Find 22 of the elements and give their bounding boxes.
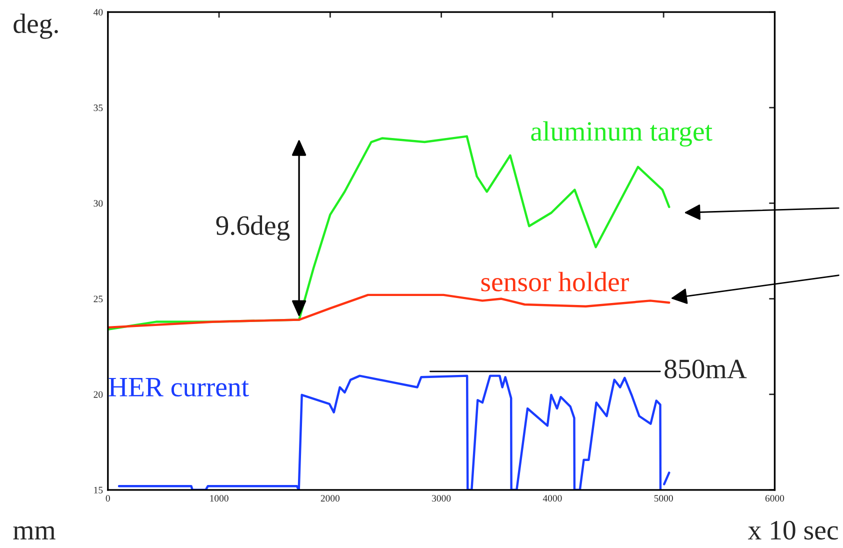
x-tick-label: 6000 xyxy=(765,495,784,502)
y-tick-label: 40 xyxy=(94,8,103,16)
y-tick-label: 30 xyxy=(94,200,103,207)
series-label: HER current xyxy=(108,378,249,397)
series-label: aluminum target xyxy=(531,121,712,147)
y-tick-label: 15 xyxy=(94,486,103,494)
x-tick-label: 5000 xyxy=(654,495,673,502)
y-tick-label: 35 xyxy=(94,104,103,112)
y-axis-title: deg. xyxy=(14,14,58,39)
annotation: 9.6deg xyxy=(216,215,290,241)
y-tick-label: 20 xyxy=(94,391,103,398)
y-tick-label: 25 xyxy=(94,296,103,302)
series-label: sensor holder xyxy=(481,272,629,292)
x-axis-title: x 10 sec xyxy=(748,520,838,540)
text: mm xyxy=(13,526,56,540)
annotation: 850mA xyxy=(664,360,747,378)
x-tick-label: 4000 xyxy=(542,495,562,502)
x-tick-label: 1000 xyxy=(210,495,228,502)
x-tick-label: 2000 xyxy=(320,495,340,502)
x-tick-label: 0 xyxy=(106,495,110,502)
x-tick-label: 3000 xyxy=(432,495,451,502)
line-series xyxy=(108,294,670,329)
